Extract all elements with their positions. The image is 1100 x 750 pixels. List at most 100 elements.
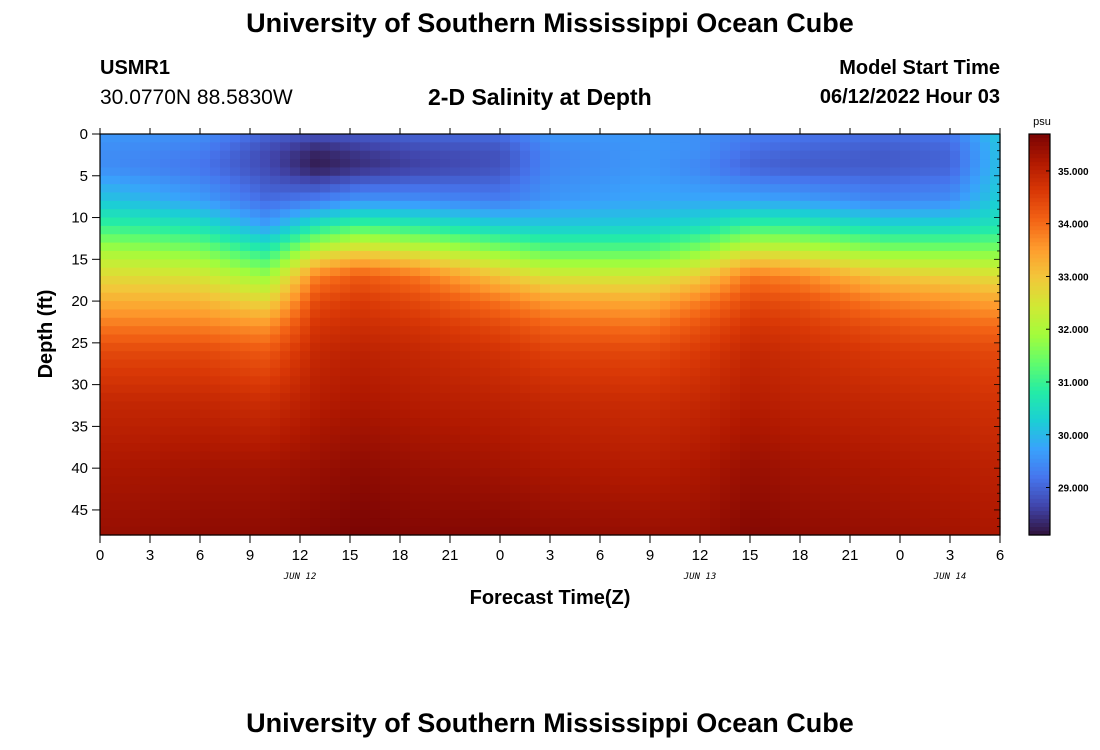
heatmap-cell [650, 434, 661, 444]
heatmap-cell [790, 351, 801, 361]
heatmap-cell [290, 401, 301, 411]
heatmap-cell [840, 292, 851, 302]
heatmap-cell [750, 184, 761, 194]
heatmap-cell [970, 250, 981, 260]
heatmap-cell [220, 301, 231, 311]
heatmap-cell [220, 476, 231, 486]
heatmap-cell [350, 175, 361, 185]
heatmap-cell [790, 509, 801, 519]
heatmap-cell [140, 459, 151, 469]
heatmap-cell [760, 359, 771, 369]
heatmap-cell [790, 526, 801, 536]
heatmap-cell [640, 509, 651, 519]
heatmap-cell [340, 309, 351, 319]
heatmap-cell [800, 234, 811, 244]
heatmap-cell [430, 234, 441, 244]
heatmap-cell [270, 392, 281, 402]
heatmap-cell [140, 526, 151, 536]
colorbar-step [1029, 174, 1050, 179]
heatmap-cell [340, 142, 351, 152]
heatmap-cell [190, 317, 201, 327]
heatmap-cell [880, 134, 891, 143]
heatmap-cell [550, 200, 561, 210]
heatmap-cell [770, 142, 781, 152]
heatmap-cell [620, 367, 631, 377]
heatmap-cell [550, 359, 561, 369]
heatmap-cell [270, 200, 281, 210]
heatmap-cell [190, 351, 201, 361]
heatmap-cell [160, 242, 171, 252]
heatmap-cell [190, 167, 201, 177]
heatmap-cell [120, 284, 131, 294]
heatmap-cell [870, 493, 881, 503]
heatmap-cell [760, 459, 771, 469]
heatmap-cell [470, 225, 481, 235]
heatmap-cell [390, 200, 401, 210]
heatmap-cell [210, 267, 221, 277]
heatmap-cell [820, 225, 831, 235]
heatmap-cell [750, 326, 761, 336]
heatmap-cell [950, 309, 961, 319]
heatmap-cell [370, 384, 381, 394]
heatmap-cell [940, 167, 951, 177]
heatmap-cell [530, 301, 541, 311]
heatmap-cell [710, 242, 721, 252]
heatmap-cell [180, 484, 191, 494]
heatmap-cell [260, 217, 271, 227]
heatmap-cell [180, 451, 191, 461]
heatmap-cell [790, 376, 801, 386]
heatmap-cell [800, 484, 811, 494]
heatmap-cell [870, 342, 881, 352]
heatmap-cell [460, 225, 471, 235]
heatmap-cell [220, 526, 231, 536]
heatmap-cell [980, 501, 991, 511]
heatmap-cell [350, 326, 361, 336]
heatmap-cell [990, 200, 1001, 210]
heatmap-cell [640, 351, 651, 361]
heatmap-cell [110, 484, 121, 494]
heatmap-cell [130, 184, 141, 194]
heatmap-cell [730, 426, 741, 436]
heatmap-cell [420, 342, 431, 352]
heatmap-cell [590, 476, 601, 486]
heatmap-cell [200, 334, 211, 344]
heatmap-cell [220, 250, 231, 260]
heatmap-cell [290, 242, 301, 252]
heatmap-cell [820, 150, 831, 160]
heatmap-cell [200, 150, 211, 160]
heatmap-cell [390, 159, 401, 169]
heatmap-cell [710, 484, 721, 494]
heatmap-cell [160, 443, 171, 453]
heatmap-cell [780, 167, 791, 177]
heatmap-cell [890, 518, 901, 528]
heatmap-cell [160, 250, 171, 260]
heatmap-cell [470, 501, 481, 511]
heatmap-cell [370, 409, 381, 419]
heatmap-cell [150, 250, 161, 260]
heatmap-cell [970, 451, 981, 461]
heatmap-cell [750, 342, 761, 352]
heatmap-cell [180, 376, 191, 386]
heatmap-cell [240, 150, 251, 160]
heatmap-cell [580, 359, 591, 369]
heatmap-cell [650, 175, 661, 185]
heatmap-cell [860, 334, 871, 344]
heatmap-cell [890, 167, 901, 177]
heatmap-cell [420, 526, 431, 536]
heatmap-cell [690, 225, 701, 235]
heatmap-cell [910, 225, 921, 235]
heatmap-cell [550, 392, 561, 402]
heatmap-cell [240, 476, 251, 486]
heatmap-cell [560, 159, 571, 169]
heatmap-cell [210, 384, 221, 394]
heatmap-cell [770, 150, 781, 160]
heatmap-cell [730, 443, 741, 453]
heatmap-cell [530, 159, 541, 169]
heatmap-cell [960, 134, 971, 143]
heatmap-cell [670, 384, 681, 394]
heatmap-cell [350, 242, 361, 252]
heatmap-cell [390, 342, 401, 352]
heatmap-cell [370, 468, 381, 478]
heatmap-cell [500, 409, 511, 419]
heatmap-cell [480, 334, 491, 344]
